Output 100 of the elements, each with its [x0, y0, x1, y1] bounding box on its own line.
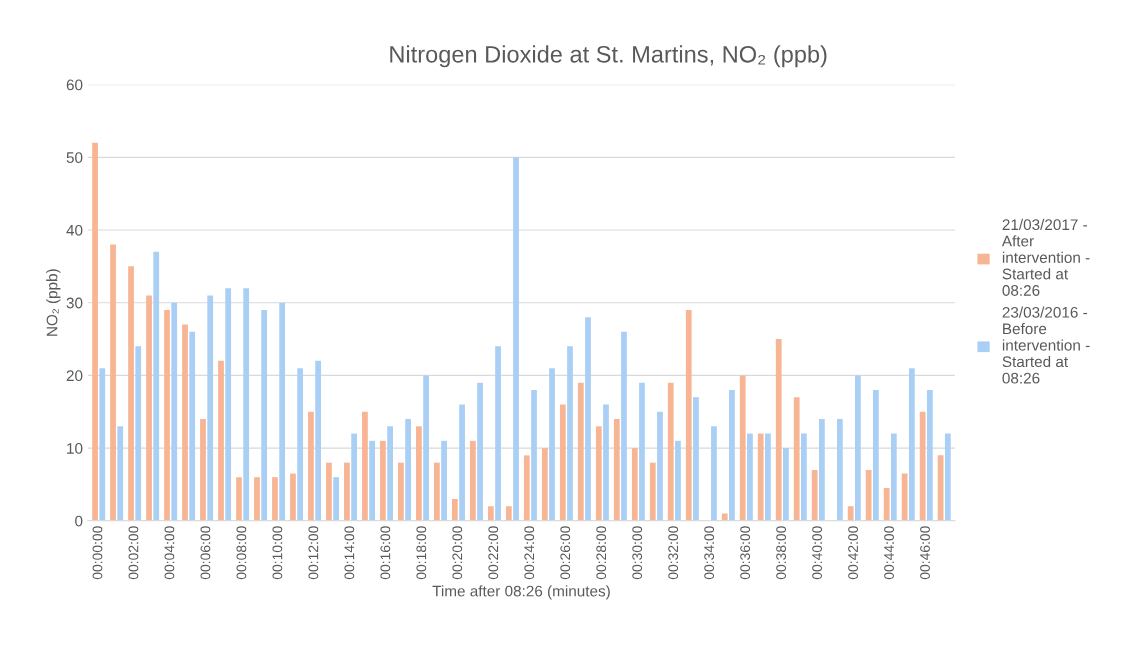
bar	[189, 331, 196, 521]
bar	[487, 506, 494, 521]
bar	[315, 360, 322, 521]
bar	[441, 440, 447, 521]
bar	[459, 404, 465, 521]
bar	[290, 473, 296, 521]
bar	[333, 477, 340, 521]
bar	[901, 473, 908, 521]
bar	[423, 375, 429, 521]
x-tick-label: 00:14:00	[344, 526, 355, 580]
bar	[747, 433, 753, 521]
bar	[621, 331, 627, 521]
x-tick-label: 00:44:00	[884, 526, 894, 580]
bar	[272, 477, 278, 521]
x-tick-label: 00:16:00	[380, 526, 391, 580]
x-tick-label: 00:18:00	[416, 526, 427, 580]
bar	[567, 346, 573, 521]
bar	[326, 462, 332, 521]
bar	[505, 506, 512, 521]
x-tick-label: 00:12:00	[308, 526, 319, 580]
bar	[513, 157, 519, 521]
bar	[685, 309, 692, 521]
bar	[369, 440, 375, 521]
bar	[801, 433, 807, 521]
x-tick-label: 00:08:00	[236, 526, 247, 580]
x-tick-label: 00:30:00	[632, 526, 643, 580]
bar	[613, 419, 620, 521]
x-tick-label: 00:00:00	[92, 526, 103, 580]
bar	[261, 309, 268, 521]
bar	[603, 404, 609, 521]
x-tick-label: 00:46:00	[920, 526, 930, 580]
bar	[225, 288, 232, 521]
bar	[937, 455, 944, 521]
y-tick-label: 50	[66, 152, 83, 164]
x-tick-label: 00:02:00	[128, 526, 139, 580]
chart-title: Nitrogen Dioxide at St. Martins, NO₂ (ppb)	[390, 45, 827, 68]
x-tick-label: 00:34:00	[704, 526, 715, 580]
bar	[128, 266, 134, 521]
bar	[308, 411, 314, 521]
x-tick-label: 00:36:00	[740, 526, 751, 580]
bar	[926, 389, 933, 521]
legend-label: 23/03/2016 - Before intervention - Started at 08:26	[1002, 306, 1090, 384]
x-tick-label: 00:24:00	[524, 526, 535, 580]
bar	[854, 375, 861, 521]
bar	[883, 488, 890, 521]
x-tick-label: 00:38:00	[776, 526, 787, 580]
bar	[236, 477, 242, 521]
x-tick-label: 00:42:00	[848, 526, 858, 580]
bar	[99, 368, 106, 521]
y-tick-label: 60	[66, 79, 83, 91]
x-tick-label: 00:32:00	[668, 526, 679, 580]
bar	[585, 317, 591, 521]
bar	[631, 448, 638, 521]
bar	[297, 368, 304, 521]
x-tick-label: 00:10:00	[272, 526, 283, 580]
bar	[153, 251, 160, 521]
bar	[765, 433, 771, 521]
bar	[793, 397, 800, 521]
bar	[146, 295, 152, 521]
x-tick-label: 00:22:00	[488, 526, 499, 580]
bar	[865, 469, 872, 521]
y-tick-label: 30	[66, 297, 83, 309]
x-tick-label: 00:20:00	[452, 526, 463, 580]
bar	[657, 411, 663, 521]
bar	[944, 433, 951, 521]
bar	[908, 368, 915, 521]
bar	[783, 448, 789, 521]
x-tick-label: 00:04:00	[164, 526, 175, 580]
bar	[254, 477, 260, 521]
bar	[639, 382, 645, 521]
bar	[675, 440, 681, 521]
x-tick-label: 00:06:00	[200, 526, 211, 580]
bar	[405, 419, 411, 521]
bar	[559, 404, 566, 521]
x-axis-title: Time after 08:26 (minutes)	[432, 585, 610, 600]
x-tick-label: 00:40:00	[812, 526, 823, 580]
y-tick-label: 20	[66, 370, 83, 382]
bar	[398, 462, 404, 521]
legend-label: 21/03/2017 - After intervention - Started at 08:26	[1001, 218, 1090, 296]
bar	[919, 411, 926, 521]
bar	[380, 440, 386, 521]
x-tick-label: 00:26:00	[560, 526, 571, 580]
bar	[847, 506, 854, 521]
bar	[207, 295, 214, 521]
bar	[110, 244, 116, 521]
bar	[164, 309, 170, 521]
bar	[344, 462, 350, 521]
bar	[279, 302, 286, 521]
bar	[541, 448, 548, 521]
bar	[890, 433, 897, 521]
bar	[495, 346, 501, 521]
bar	[171, 302, 178, 521]
bar	[200, 419, 206, 521]
bar	[477, 382, 483, 521]
bar	[757, 433, 764, 521]
bar	[549, 368, 555, 521]
bar	[577, 382, 584, 521]
bar	[362, 411, 368, 521]
bar	[451, 498, 458, 521]
bar	[739, 375, 746, 521]
